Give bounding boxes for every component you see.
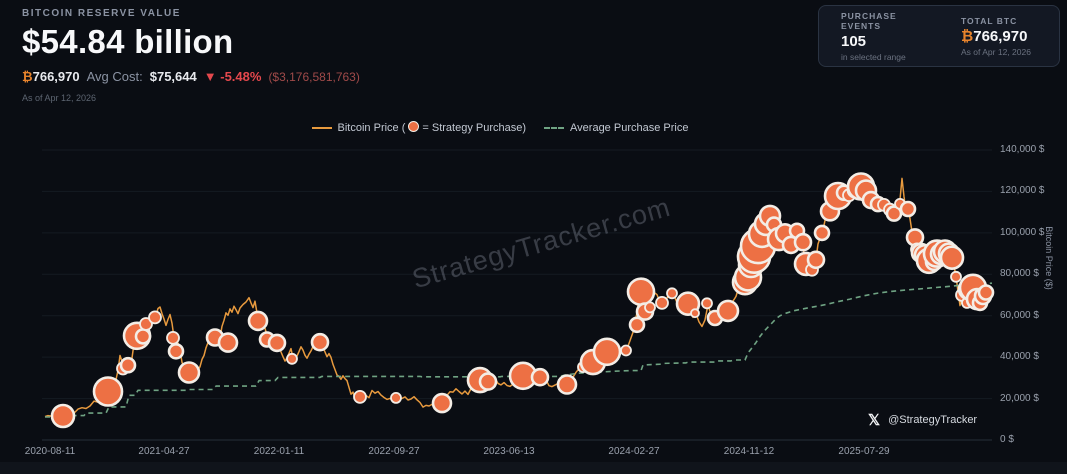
purchase-bubble xyxy=(431,392,453,414)
purchase-bubble xyxy=(813,224,831,242)
bottom-edge xyxy=(0,462,1067,474)
avg-line-swatch-icon xyxy=(544,126,565,129)
purchase-bubble xyxy=(478,372,498,391)
purchase-bubble xyxy=(716,299,740,323)
purchase-bubble xyxy=(530,367,550,387)
x-tick-label: 2020-08-11 xyxy=(24,446,76,457)
avg-cost-label: Avg Cost: xyxy=(86,69,143,84)
avg-cost-value: $75,644 xyxy=(149,69,197,84)
y-tick-label: 40,000 $ xyxy=(1000,351,1039,363)
x-tick-label: 2021-04-27 xyxy=(138,446,190,457)
btc-symbol-icon: ₿ xyxy=(961,27,974,45)
purchase-bubble xyxy=(644,301,656,314)
purchase-bubble xyxy=(806,250,826,270)
header-as-of: As of Apr 12, 2026 xyxy=(22,93,97,103)
purchase-bubble xyxy=(390,391,402,404)
x-tick-label: 2022-09-27 xyxy=(368,446,420,457)
purchase-events-block: PURCHASE EVENTS 105 in selected range xyxy=(819,11,939,62)
stats-panel: PURCHASE EVENTS 105 in selected range TO… xyxy=(818,5,1060,67)
purchase-bubble xyxy=(50,403,76,429)
price-line-swatch-icon xyxy=(311,126,332,129)
total-btc-value: ₿766,970 xyxy=(961,27,1028,45)
legend-average-price[interactable]: Average Purchase Price xyxy=(544,122,688,134)
x-tick-label: 2023-06-13 xyxy=(483,446,535,457)
purchase-bubble xyxy=(793,232,813,252)
purchase-bubble xyxy=(119,356,137,374)
purchase-bubble xyxy=(166,330,180,345)
y-tick-label: 100,000 $ xyxy=(1000,226,1045,238)
legend-bitcoin-price[interactable]: Bitcoin Price (= Strategy Purchase) xyxy=(311,121,527,134)
purchase-bubble xyxy=(167,342,185,360)
btc-holdings: ₿766,970 xyxy=(22,69,80,84)
reserve-value-label: BITCOIN RESERVE VALUE xyxy=(22,8,181,19)
y-tick-label: 0 $ xyxy=(1000,434,1014,445)
purchase-bubble xyxy=(267,333,287,353)
purchase-bubble xyxy=(701,297,713,310)
purchase-bubble xyxy=(939,245,965,271)
purchase-bubble xyxy=(950,270,962,283)
x-tick-label: 2022-01-11 xyxy=(253,446,305,457)
purchase-bubble xyxy=(353,389,367,404)
change-pct: ▼ -5.48% xyxy=(203,69,262,84)
total-btc-block: TOTAL BTC ₿766,970 As of Apr 12, 2026 xyxy=(939,16,1059,57)
purchase-events-label: PURCHASE EVENTS xyxy=(841,10,897,31)
purchase-bubble xyxy=(592,337,622,367)
y-tick-label: 20,000 $ xyxy=(1000,392,1039,404)
y-tick-label: 60,000 $ xyxy=(1000,309,1039,321)
purchase-bubble xyxy=(626,277,656,307)
purchase-dot-icon xyxy=(408,121,420,132)
change-absolute: ($3,176,581,763) xyxy=(268,69,360,84)
y-tick-label: 120,000 $ xyxy=(1000,185,1045,197)
purchase-bubble xyxy=(139,317,153,331)
purchase-bubble xyxy=(148,310,162,325)
x-tick-label: 2025-07-29 xyxy=(838,446,890,457)
purchase-bubble xyxy=(556,374,578,395)
total-btc-sub: As of Apr 12, 2026 xyxy=(961,46,1031,57)
legend-avg-label: Average Purchase Price xyxy=(570,121,689,134)
purchase-bubble xyxy=(286,352,298,365)
y-tick-label: 140,000 $ xyxy=(1000,144,1045,155)
purchase-bubble xyxy=(655,295,669,310)
purchase-bubble xyxy=(620,344,632,357)
x-twitter-icon: 𝕏 xyxy=(868,412,881,429)
purchase-bubble xyxy=(247,310,269,332)
y-axis-title: Bitcoin Price ($) xyxy=(1044,226,1054,290)
purchase-bubble xyxy=(310,332,330,352)
legend-price-label: Bitcoin Price (= Strategy Purchase) xyxy=(337,121,527,134)
reserve-value: $54.84 billion xyxy=(22,23,234,60)
purchase-bubble xyxy=(885,205,903,222)
total-btc-label: TOTAL BTC xyxy=(961,15,1018,26)
x-tick-label: 2024-02-27 xyxy=(608,446,660,457)
x-tick-label: 2024-11-12 xyxy=(723,446,775,457)
purchase-bubble xyxy=(92,376,124,407)
attribution[interactable]: 𝕏 @StrategyTracker xyxy=(868,411,977,429)
purchase-bubble xyxy=(899,200,917,218)
purchase-bubble xyxy=(977,284,995,301)
purchase-bubble xyxy=(628,316,646,334)
purchase-bubble xyxy=(666,287,678,300)
y-tick-label: 80,000 $ xyxy=(1000,268,1039,280)
purchase-bubble xyxy=(134,328,152,345)
header-stats-row: ₿766,970 Avg Cost: $75,644 ▼ -5.48% ($3,… xyxy=(22,69,360,84)
btc-symbol-icon: ₿ xyxy=(22,69,33,84)
chart-legend: Bitcoin Price (= Strategy Purchase) Aver… xyxy=(0,121,1000,134)
purchase-bubble xyxy=(217,332,239,353)
purchase-events-sub: in selected range xyxy=(841,51,906,62)
purchase-bubble xyxy=(690,308,700,319)
avg-purchase-price-line xyxy=(45,282,993,418)
purchase-events-value: 105 xyxy=(841,32,867,50)
purchase-bubble xyxy=(177,361,201,384)
down-arrow-icon: ▼ xyxy=(203,69,217,84)
twitter-handle: @StrategyTracker xyxy=(888,414,978,426)
header: BITCOIN RESERVE VALUE $54.84 billion ₿76… xyxy=(22,8,360,103)
